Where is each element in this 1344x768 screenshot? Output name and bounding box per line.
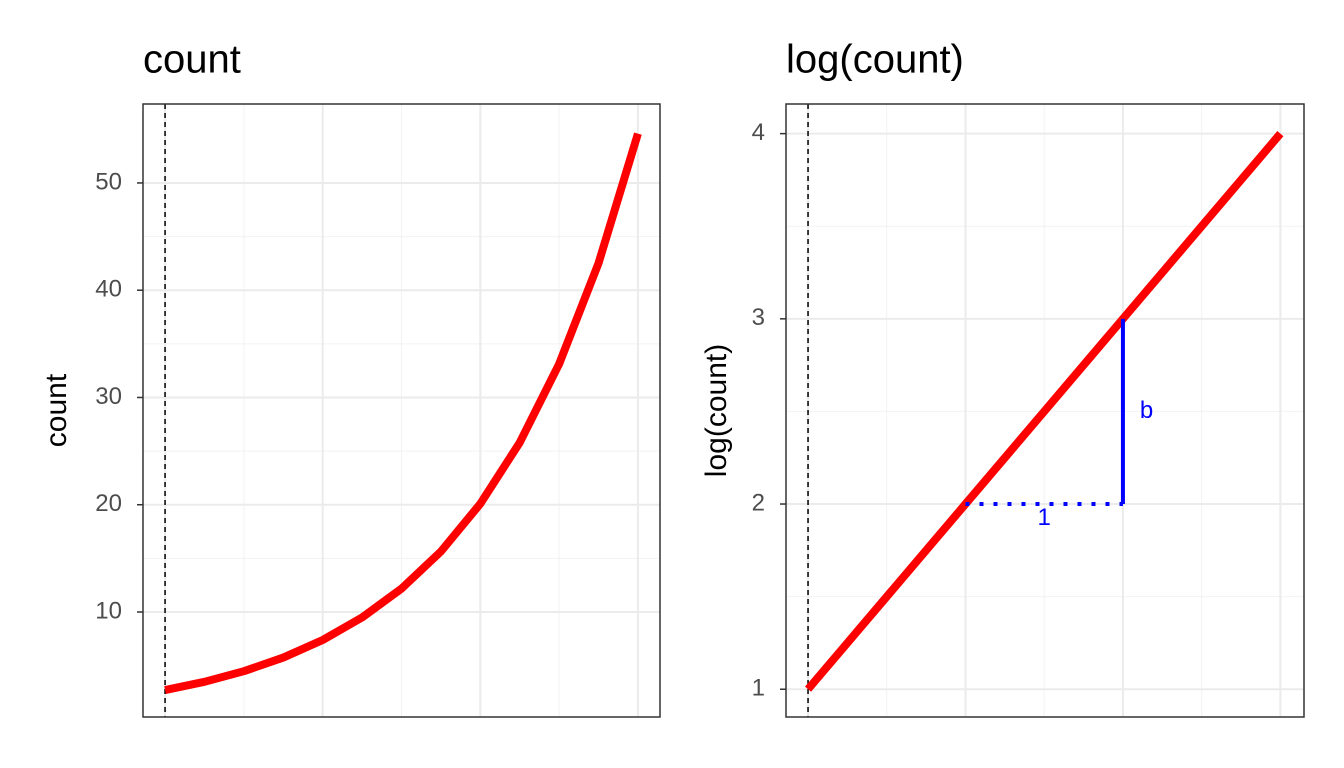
- panel-border: [142, 103, 661, 718]
- data-line: [164, 132, 642, 694]
- y-axis-title: count: [40, 373, 73, 447]
- panel-title: count: [143, 38, 241, 82]
- data-line: [804, 131, 1284, 692]
- y-axis-title: log(count): [700, 344, 733, 477]
- y-tick-label: 30: [95, 383, 122, 410]
- y-tick-label: 20: [95, 490, 122, 517]
- annotation-label: b: [1140, 397, 1153, 424]
- annotation-label: 1: [1038, 504, 1051, 531]
- panel-border: [785, 103, 1305, 718]
- y-tick-label: 1: [752, 675, 765, 702]
- y-tick-label: 2: [752, 489, 765, 516]
- y-tick-label: 4: [752, 119, 765, 146]
- y-tick-label: 10: [95, 597, 122, 624]
- panel-title: log(count): [786, 38, 964, 82]
- y-tick-label: 40: [95, 276, 122, 303]
- y-tick-label: 50: [95, 168, 122, 195]
- y-tick-label: 3: [752, 304, 765, 331]
